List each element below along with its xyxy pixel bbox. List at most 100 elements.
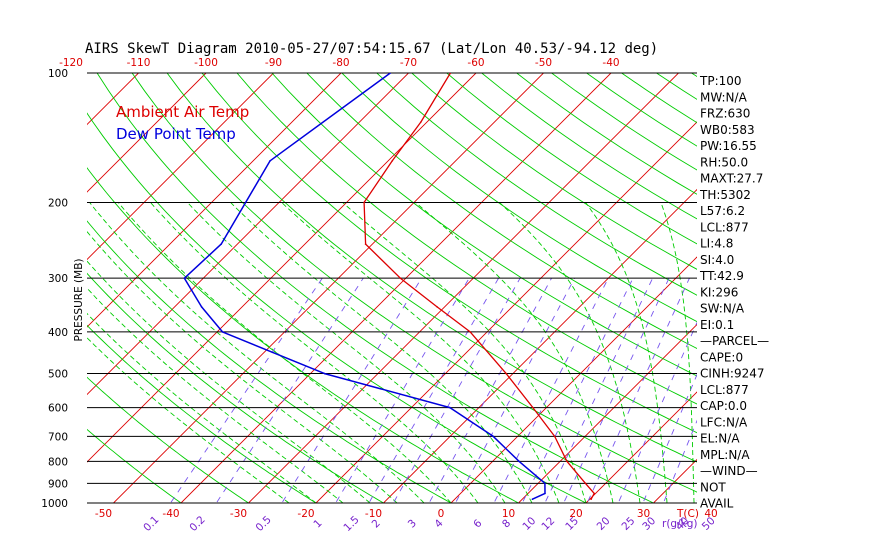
- dry-adiabat-line: [87, 272, 385, 503]
- dry-adiabat-line: [96, 73, 655, 503]
- moist-adiabat-line: [585, 202, 668, 503]
- mixing-ratio-line: [428, 277, 552, 503]
- bottom-temp-tick-label: -10: [365, 508, 382, 520]
- stability-index-label: PW:16.55: [700, 139, 757, 153]
- mixing-ratio-tick-label: 1.5: [341, 514, 361, 534]
- stability-index-label: AVAIL: [700, 497, 734, 511]
- stability-index-label: KI:296: [700, 285, 738, 299]
- stability-index-label: LI:4.8: [700, 237, 733, 251]
- dry-adiabat-line: [306, 73, 697, 350]
- bottom-temp-tick-label: 40: [704, 508, 717, 520]
- top-temp-tick-label: -50: [535, 57, 552, 69]
- stability-index-label: NOT: [700, 480, 726, 494]
- mixing-ratio-line: [493, 277, 609, 503]
- isotherm-line: [856, 73, 870, 503]
- dry-adiabat-line: [87, 428, 182, 503]
- isotherm-line: [87, 73, 477, 463]
- mixing-ratio-tick-label: 20: [595, 515, 613, 533]
- dewpoint-trace-point: [389, 73, 392, 74]
- mixing-ratio-tick-label: 0.1: [141, 514, 161, 534]
- stability-index-label: TP:100: [699, 74, 742, 88]
- stability-index-label: SW:N/A: [700, 302, 745, 316]
- stability-index-label: LCL:877: [700, 383, 749, 397]
- dewpoint-trace-point: [531, 498, 534, 501]
- moist-adiabat-line: [281, 202, 560, 503]
- bottom-temp-tick-label: 30: [637, 508, 650, 520]
- top-temp-tick-label: -70: [400, 57, 417, 69]
- dry-adiabat-line: [796, 73, 870, 512]
- dry-adiabat-line: [341, 73, 697, 323]
- pressure-tick-label: 100: [48, 68, 68, 80]
- dry-adiabat-line: [87, 220, 452, 503]
- isotherm-line: [653, 458, 697, 503]
- mixing-ratio-line: [335, 277, 470, 503]
- bottom-temp-tick-label: 20: [569, 508, 582, 520]
- dry-adiabat-line: [376, 73, 697, 296]
- temperature-trace-point: [399, 277, 402, 280]
- bottom-temp-tick-label: 0: [438, 508, 445, 520]
- dewpoint-trace-point: [449, 406, 451, 409]
- dewpoint-trace-point: [544, 492, 546, 495]
- top-temp-tick-label: -100: [194, 57, 218, 69]
- isotherm-line: [315, 121, 697, 503]
- stability-index-label: CAP:0.0: [700, 399, 747, 413]
- pressure-tick-label: 200: [48, 197, 68, 209]
- dewpoint-trace-point: [544, 482, 546, 485]
- stability-index-label: TT:42.9: [699, 269, 744, 283]
- stability-index-label: MW:N/A: [700, 90, 748, 104]
- moist-adiabat-line: [342, 202, 587, 503]
- mixing-ratio-tick-label: 0.2: [187, 514, 207, 534]
- temperature-trace-point: [449, 73, 452, 74]
- dry-adiabat-line: [201, 73, 697, 434]
- dry-adiabat-line: [131, 73, 697, 493]
- moist-adiabat-line: [415, 202, 614, 503]
- dry-adiabat-line: [656, 73, 697, 100]
- temperature-trace-point: [505, 372, 508, 375]
- bottom-temp-tick-label: -40: [162, 508, 179, 520]
- pressure-tick-label: 500: [48, 369, 68, 381]
- moist-adiabat-line: [87, 230, 398, 503]
- isotherm-line: [383, 188, 697, 503]
- top-temp-tick-label: -60: [467, 57, 484, 69]
- moist-adiabat-line: [187, 202, 506, 503]
- temperature-trace-point: [436, 306, 438, 308]
- mixing-ratio-line: [544, 277, 654, 503]
- isotherm-line: [585, 391, 697, 503]
- temperature-trace-point: [364, 243, 367, 245]
- isotherm-line: [180, 73, 612, 503]
- isotherm-line: [0, 73, 4, 503]
- moist-adiabat-line: [87, 260, 371, 503]
- bottom-temp-tick-label: 10: [502, 508, 515, 520]
- mixing-ratio-tick-label: 3: [406, 517, 419, 530]
- moist-adiabat-line: [660, 202, 695, 503]
- stability-index-label: FRZ:630: [700, 107, 750, 121]
- dewpoint-trace-point: [220, 243, 222, 245]
- pressure-tick-label: 1000: [41, 498, 68, 510]
- temperature-trace-point: [553, 435, 556, 438]
- pressure-tick-label: 400: [48, 327, 68, 339]
- dry-adiabat-line: [87, 324, 317, 503]
- top-temp-tick-label: -90: [265, 57, 282, 69]
- temperature-trace-point: [420, 121, 422, 123]
- dry-adiabat-line: [236, 73, 697, 405]
- stability-index-label: LCL:877: [700, 220, 749, 234]
- stability-index-label: CAPE:0: [700, 350, 743, 364]
- isotherm-line: [721, 73, 870, 503]
- stability-index-label: EI:0.1: [700, 318, 734, 332]
- dry-adiabat-line: [87, 167, 520, 503]
- dry-adiabat-line: [411, 73, 697, 270]
- chart-title: AIRS SkewT Diagram 2010-05-27/07:54:15.6…: [85, 41, 658, 57]
- stability-index-label: EL:N/A: [700, 432, 740, 446]
- stability-indices-panel: TP:100 MW:N/A FRZ:630 WB0:583 PW:16.55 RH:50.…: [699, 74, 769, 511]
- dewpoint-trace-point: [492, 435, 495, 438]
- legend-dew-point-temp: Dew Point Temp: [116, 125, 236, 143]
- dewpoint-trace: [183, 73, 546, 500]
- legend-ambient-air-temp: Ambient Air Temp: [116, 103, 249, 121]
- mixing-ratio-tick-label: 25: [620, 515, 638, 533]
- stability-index-label: RH:50.0: [700, 155, 748, 169]
- isotherm-line: [248, 73, 679, 503]
- dry-adiabat-line: [446, 73, 697, 245]
- dewpoint-trace-point: [221, 331, 224, 333]
- dry-adiabat-line: [271, 73, 697, 377]
- dewpoint-trace-point: [323, 372, 326, 375]
